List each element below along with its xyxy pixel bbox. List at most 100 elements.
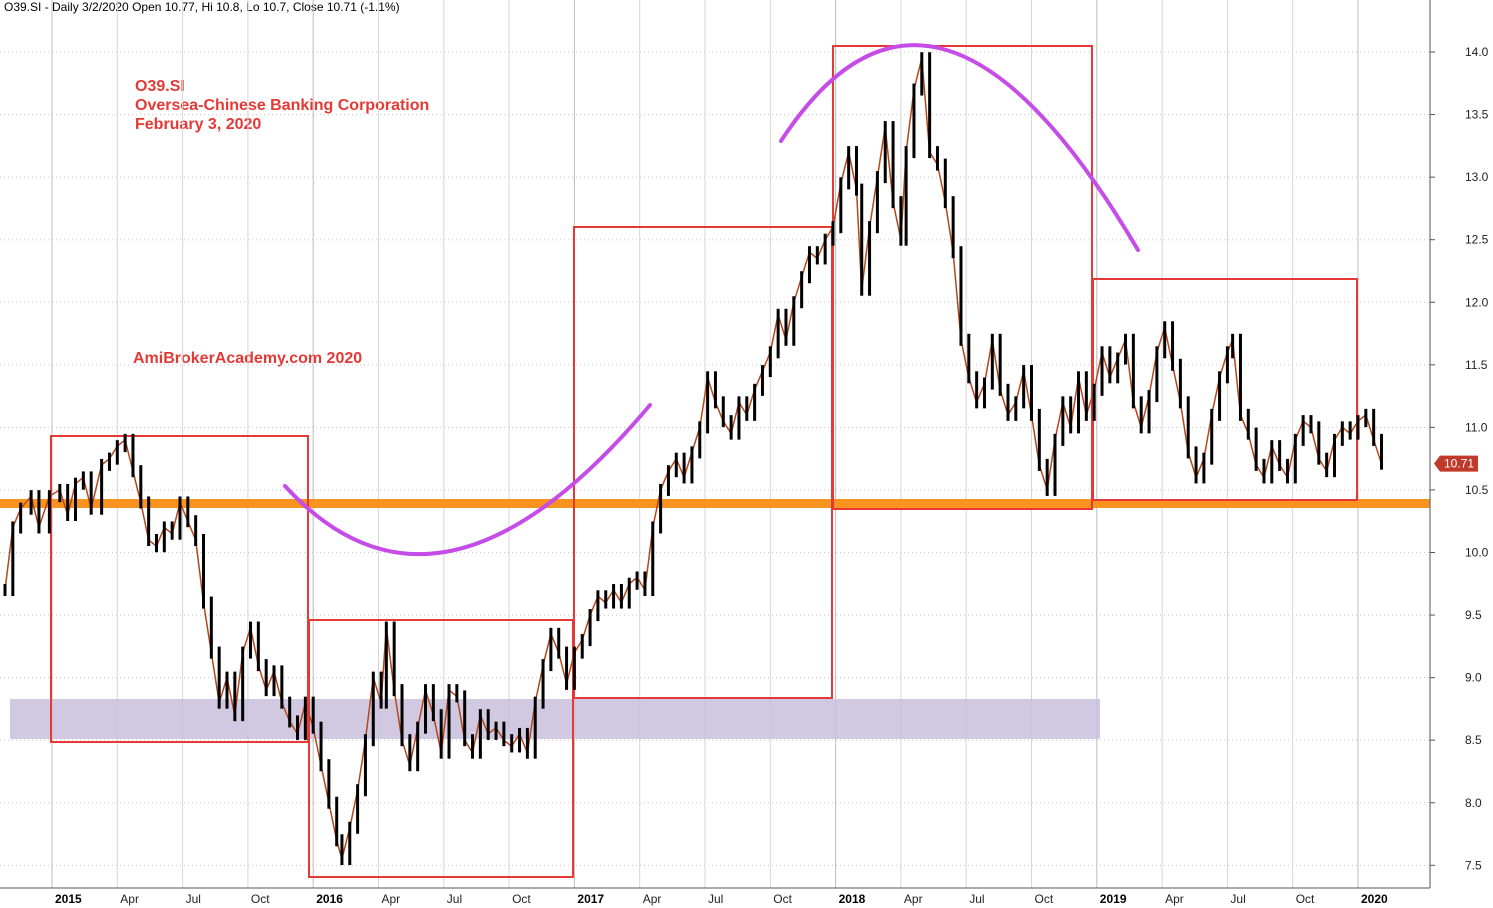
price-candle bbox=[967, 333, 971, 384]
y-tick-label: 13.5 bbox=[1465, 108, 1489, 122]
price-candle bbox=[335, 796, 339, 847]
price-candle bbox=[1163, 321, 1167, 359]
price-candle bbox=[209, 596, 213, 659]
price-candle bbox=[753, 383, 757, 421]
price-candle bbox=[839, 177, 843, 234]
price-candle bbox=[1278, 440, 1282, 471]
price-candle bbox=[363, 734, 367, 797]
price-candle bbox=[1380, 433, 1384, 470]
y-tick-label: 7.5 bbox=[1465, 858, 1482, 872]
price-candle bbox=[823, 233, 827, 265]
x-tick-label: Oct bbox=[512, 892, 531, 906]
price-candle bbox=[264, 659, 268, 697]
price-candle bbox=[1301, 415, 1305, 446]
price-candle bbox=[659, 483, 663, 534]
price-candle bbox=[690, 446, 694, 484]
price-candle bbox=[280, 665, 284, 709]
x-tick-label: 2016 bbox=[316, 892, 343, 906]
price-candle bbox=[572, 646, 576, 690]
y-tick-label: 13.0 bbox=[1465, 170, 1489, 184]
date-annotation: February 3, 2020 bbox=[135, 116, 262, 133]
price-candle bbox=[81, 471, 85, 490]
x-tick-label: 2020 bbox=[1361, 892, 1388, 906]
price-candle bbox=[431, 684, 435, 722]
price-candle bbox=[416, 721, 420, 772]
ticker-annotation: O39.SI bbox=[135, 78, 185, 95]
price-candle bbox=[510, 734, 514, 753]
price-candle bbox=[1053, 433, 1057, 496]
rounding-bottom-arc bbox=[283, 403, 652, 557]
price-candle bbox=[854, 146, 858, 196]
price-candle bbox=[66, 483, 70, 521]
annotation-zones bbox=[0, 499, 1430, 739]
price-candle bbox=[831, 221, 835, 246]
price-candle bbox=[525, 727, 529, 759]
price-candle bbox=[760, 365, 764, 396]
last-price-label: 10.71 bbox=[1444, 457, 1474, 471]
price-candle bbox=[1348, 421, 1352, 440]
y-tick-label: 9.5 bbox=[1465, 608, 1482, 622]
price-candle bbox=[1171, 321, 1175, 371]
price-candle bbox=[1084, 371, 1088, 421]
y-tick-label: 10.5 bbox=[1465, 483, 1489, 497]
price-candle bbox=[384, 621, 388, 709]
price-candle bbox=[666, 465, 670, 496]
price-candle bbox=[272, 665, 276, 697]
price-candle bbox=[154, 533, 158, 553]
grid-lines bbox=[0, 0, 1430, 888]
price-candle bbox=[1194, 446, 1198, 484]
price-candle bbox=[1231, 333, 1235, 359]
price-candle bbox=[478, 709, 482, 759]
price-candle bbox=[1124, 333, 1128, 365]
y-tick-label: 12.0 bbox=[1465, 295, 1489, 309]
price-candle bbox=[1131, 333, 1135, 409]
price-candle bbox=[194, 515, 198, 546]
price-candle bbox=[565, 646, 569, 690]
x-tick-label: Apr bbox=[120, 892, 139, 906]
price-candle bbox=[1364, 408, 1368, 428]
price-candle bbox=[643, 571, 647, 597]
price-candle bbox=[348, 821, 352, 866]
price-candle bbox=[784, 308, 788, 346]
price-candle bbox=[1108, 346, 1112, 384]
price-candle bbox=[557, 627, 561, 659]
price-candle bbox=[249, 621, 253, 659]
price-candle bbox=[1045, 458, 1049, 496]
price-candle bbox=[943, 158, 947, 209]
price-candle bbox=[107, 452, 111, 471]
x-tick-label: Oct bbox=[773, 892, 792, 906]
price-candle bbox=[455, 684, 459, 703]
price-candle bbox=[29, 490, 33, 515]
support-zone bbox=[10, 699, 1100, 739]
price-candle bbox=[311, 696, 315, 734]
price-candle bbox=[1270, 440, 1274, 484]
price-candle bbox=[612, 584, 616, 609]
price-candle bbox=[651, 521, 655, 597]
price-candle bbox=[1254, 427, 1258, 471]
x-tick-label: Oct bbox=[251, 892, 270, 906]
price-candle bbox=[928, 52, 932, 159]
price-candle bbox=[951, 196, 955, 259]
price-candle bbox=[912, 83, 916, 159]
price-candle bbox=[596, 590, 600, 622]
price-candle bbox=[1218, 371, 1222, 421]
price-candle bbox=[713, 371, 717, 409]
rounding-top-arc bbox=[779, 43, 1140, 252]
price-candle bbox=[875, 171, 879, 234]
price-candle bbox=[340, 834, 344, 866]
y-tick-label: 8.0 bbox=[1465, 796, 1482, 810]
y-tick-label: 10.0 bbox=[1465, 546, 1489, 560]
price-candle bbox=[201, 533, 205, 609]
price-series bbox=[3, 52, 1384, 866]
price-candle bbox=[1022, 365, 1026, 409]
x-tick-label: 2015 bbox=[55, 892, 82, 906]
price-candle bbox=[139, 465, 143, 509]
price-candle bbox=[1178, 358, 1182, 409]
y-tick-label: 14.0 bbox=[1465, 45, 1489, 59]
x-tick-label: Jul bbox=[969, 892, 984, 906]
price-candle bbox=[131, 433, 135, 478]
price-candle bbox=[19, 502, 23, 534]
price-candle bbox=[899, 196, 903, 246]
price-candle bbox=[792, 296, 796, 346]
y-tick-label: 11.0 bbox=[1465, 420, 1488, 434]
